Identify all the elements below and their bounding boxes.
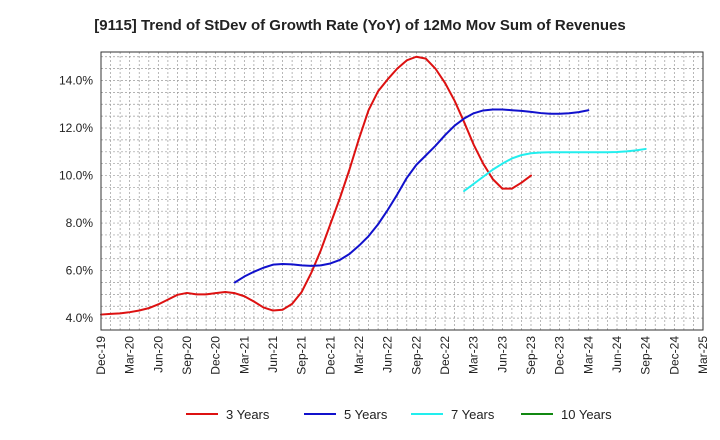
y-tick-label: 10.0% [59,169,93,183]
legend-label-1: 3 Years [226,407,270,422]
y-tick-label: 8.0% [66,216,94,230]
x-tick-label: Dec-23 [553,336,567,375]
x-tick-label: Sep-23 [524,336,538,375]
y-tick-label: 14.0% [59,74,93,88]
x-tick-label: Sep-20 [180,336,194,375]
x-tick-label: Mar-24 [581,336,595,374]
x-tick-label: Dec-24 [667,336,681,375]
legend-label-4: 10 Years [561,407,612,422]
y-tick-label: 4.0% [66,311,94,325]
axes [100,51,704,331]
x-tick-label: Dec-22 [438,336,452,375]
series-line-1 [100,55,532,316]
x-tick-label: Dec-19 [94,336,108,375]
x-tick-label: Sep-24 [639,336,653,375]
x-tick-label: Jun-20 [151,336,165,373]
y-axis-ticks: 4.0% 6.0% 8.0% 10.0% 12.0% 14.0% [59,74,93,326]
x-tick-label: Mar-20 [123,336,137,374]
x-tick-label: Mar-21 [237,336,251,374]
series-line-2 [233,108,590,284]
x-tick-label: Jun-24 [610,336,624,373]
legend-label-3: 7 Years [451,407,495,422]
x-tick-label: Sep-21 [295,336,309,375]
x-tick-label: Mar-25 [696,336,710,374]
legend: 3 Years 5 Years 7 Years 10 Years [186,407,612,422]
series-lines [100,55,647,316]
plot-area [101,52,703,330]
plot-frame [100,51,704,331]
y-tick-label: 6.0% [66,264,94,278]
plot-background [101,52,703,330]
x-tick-label: Jun-21 [266,336,280,373]
x-tick-label: Sep-22 [409,336,423,375]
x-tick-label: Jun-23 [495,336,509,373]
chart-title: [9115] Trend of StDev of Growth Rate (Yo… [94,17,625,34]
x-tick-label: Jun-22 [381,336,395,373]
x-tick-label: Dec-20 [209,336,223,375]
x-tick-label: Mar-23 [467,336,481,374]
x-tick-label: Mar-22 [352,336,366,374]
legend-label-2: 5 Years [344,407,388,422]
series-line-3 [463,147,647,192]
x-axis-ticks: Dec-19 Mar-20 Jun-20 Sep-20 Dec-20 Mar-21 Jun-… [94,336,710,375]
x-tick-label: Dec-21 [323,336,337,375]
y-tick-label: 12.0% [59,121,93,135]
